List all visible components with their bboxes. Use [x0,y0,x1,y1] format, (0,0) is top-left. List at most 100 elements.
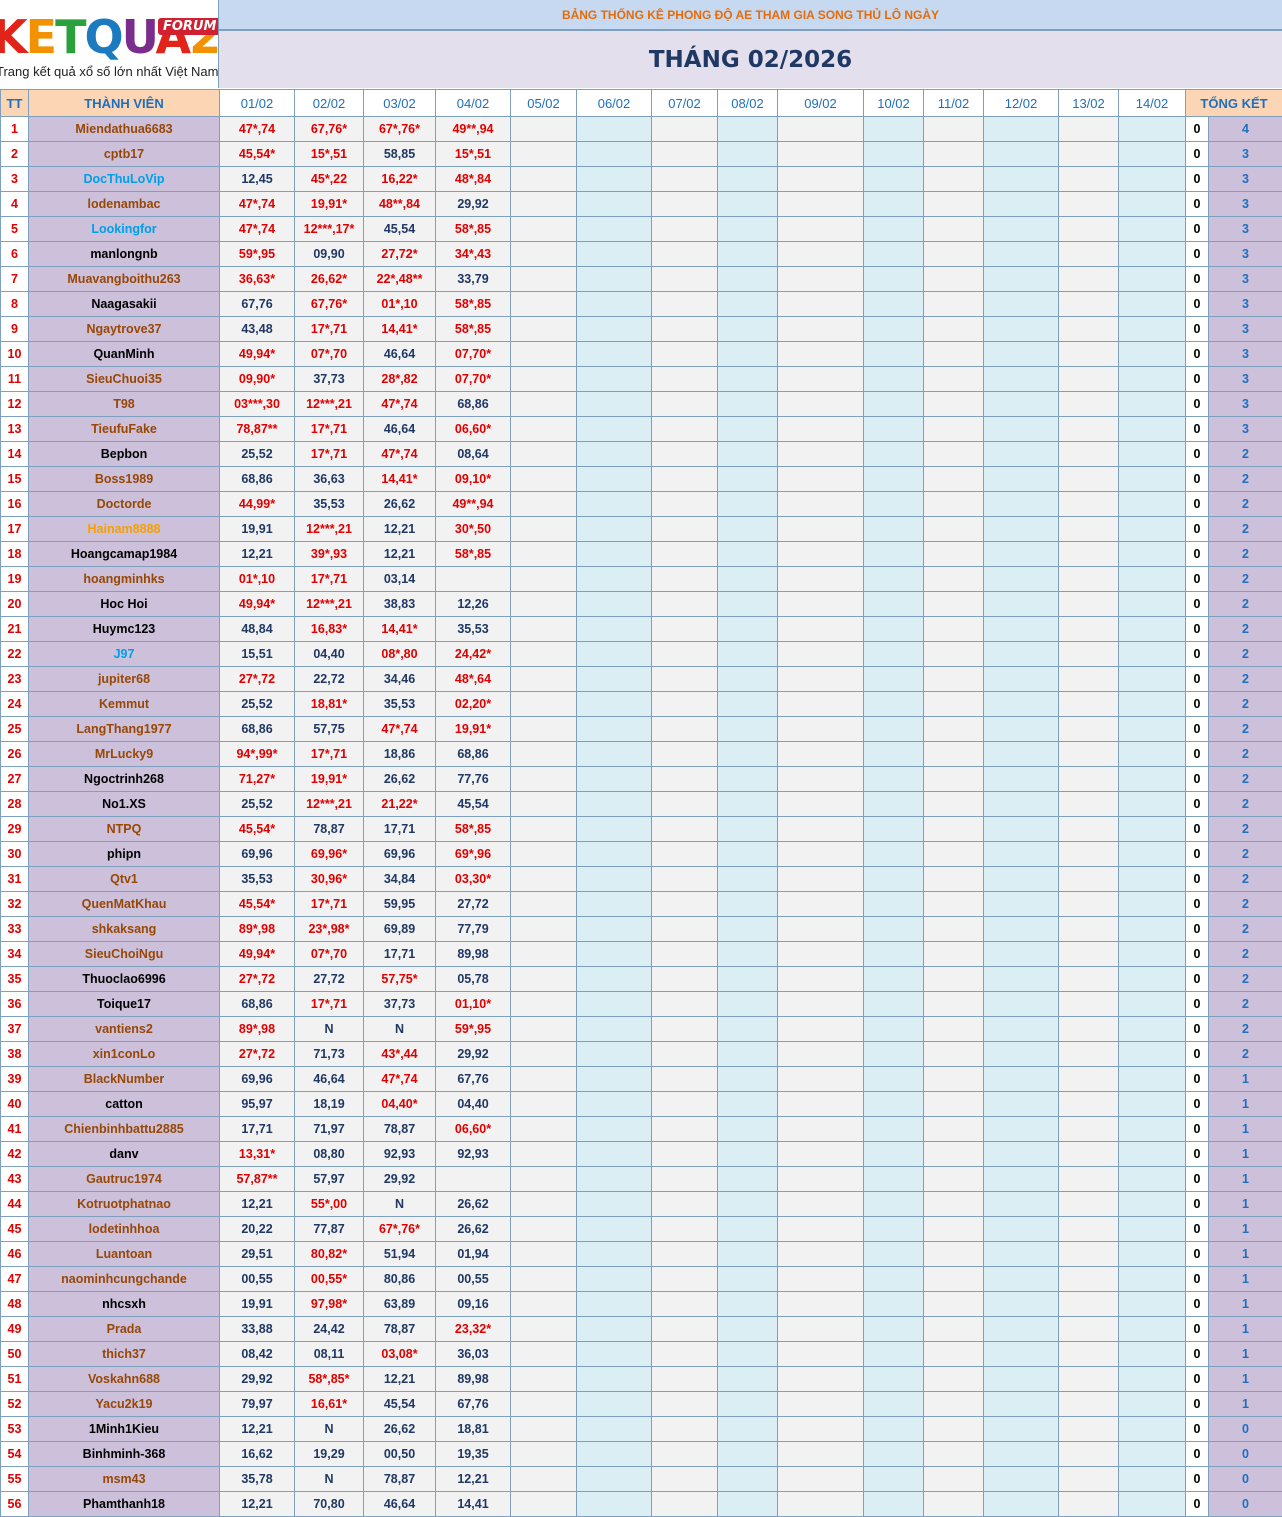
day-entry: 77,87 [294,1216,364,1242]
empty-day [923,1291,984,1317]
member-name: T98 [28,391,220,417]
member-row: 34 SieuChoiNgu 49,94* 07*,70 17,71 89,98 0 2 [0,941,1282,967]
day-entry: 48*,64 [435,666,511,692]
member-name: Kotruotphatnao [28,1191,220,1217]
empty-day [717,1466,778,1492]
day-entry: 01*,10 [219,566,295,592]
day-entry: 46,64 [363,341,436,367]
empty-day [717,866,778,892]
member-row: 50 thich37 08,42 08,11 03,08* 36,03 0 1 [0,1341,1282,1367]
empty-day [777,416,864,442]
total-count: 2 [1207,766,1282,792]
member-name: xin1conLo [28,1041,220,1067]
empty-day [777,216,864,242]
empty-day [983,716,1059,742]
empty-day [1118,441,1186,467]
day-entry: 18,81* [294,691,364,717]
zero-count: 0 [1185,341,1209,367]
member-name: catton [28,1091,220,1117]
zero-count: 0 [1185,966,1209,992]
day-entry: 47*,74 [363,441,436,467]
day-entry: 07,70* [435,341,511,367]
empty-day [1058,441,1119,467]
row-number: 23 [0,666,29,692]
empty-day [923,1216,984,1242]
empty-day [717,1016,778,1042]
empty-day [510,916,577,942]
empty-day [651,1016,718,1042]
empty-day [923,891,984,917]
day-entry: 77,76 [435,766,511,792]
empty-day [576,466,652,492]
empty-day [1058,366,1119,392]
empty-day [576,966,652,992]
day-entry: 14,41* [363,466,436,492]
member-name: cptb17 [28,141,220,167]
empty-day [777,1216,864,1242]
empty-day [863,966,924,992]
day-entry: 49**,94 [435,491,511,517]
day-entry: 55*,00 [294,1191,364,1217]
empty-day [983,266,1059,292]
day-entry: 16,22* [363,166,436,192]
empty-day [651,1241,718,1267]
empty-day [510,616,577,642]
day-entry: 95,97 [219,1091,295,1117]
day-entry: 27*,72 [219,666,295,692]
member-name: manlongnb [28,241,220,267]
title: BẢNG THỐNG KÊ PHONG ĐỘ AE THAM GIA SONG … [219,0,1282,31]
row-number: 46 [0,1241,29,1267]
empty-day [983,1266,1059,1292]
empty-day [651,1366,718,1392]
empty-day [576,166,652,192]
empty-day [717,1166,778,1192]
zero-count: 0 [1185,691,1209,717]
day-entry: 08,80 [294,1141,364,1167]
day-entry: 47*,74 [219,116,295,142]
empty-day [1058,916,1119,942]
empty-day [923,1366,984,1392]
day-entry: 89*,98 [219,1016,295,1042]
empty-day [1118,1116,1186,1142]
empty-day [651,1291,718,1317]
empty-day [777,566,864,592]
empty-day [777,791,864,817]
empty-day [923,966,984,992]
member-name: DocThuLoVip [28,166,220,192]
empty-day [1118,991,1186,1017]
day-entry: 19,91* [294,766,364,792]
empty-day [1118,1491,1186,1517]
zero-count: 0 [1185,941,1209,967]
total-count: 2 [1207,741,1282,767]
member-name: Hainam8888 [28,516,220,542]
day-entry: 70,80 [294,1491,364,1517]
member-row: 10 QuanMinh 49,94* 07*,70 46,64 07,70* 0 3 [0,341,1282,367]
empty-day [777,166,864,192]
empty-day [777,1366,864,1392]
member-row: 46 Luantoan 29,51 80,82* 51,94 01,94 0 1 [0,1241,1282,1267]
empty-day [863,391,924,417]
row-number: 21 [0,616,29,642]
empty-day [576,1466,652,1492]
empty-day [717,841,778,867]
empty-day [510,1466,577,1492]
empty-day [717,1341,778,1367]
day-entry: 89*,98 [219,916,295,942]
day-entry: 19,91 [219,516,295,542]
day-entry: 36,63* [219,266,295,292]
empty-day [863,616,924,642]
empty-day [777,291,864,317]
day-entry: 29,92 [363,1166,436,1192]
empty-day [576,1441,652,1467]
empty-day [510,691,577,717]
empty-day [717,966,778,992]
logo-badge: FORUM [158,18,218,35]
row-number: 6 [0,241,29,267]
empty-day [1118,1441,1186,1467]
empty-day [863,991,924,1017]
day-entry: 79,97 [219,1391,295,1417]
empty-day [863,1166,924,1192]
empty-day [863,1441,924,1467]
empty-day [777,991,864,1017]
day-entry: 13,31* [219,1141,295,1167]
